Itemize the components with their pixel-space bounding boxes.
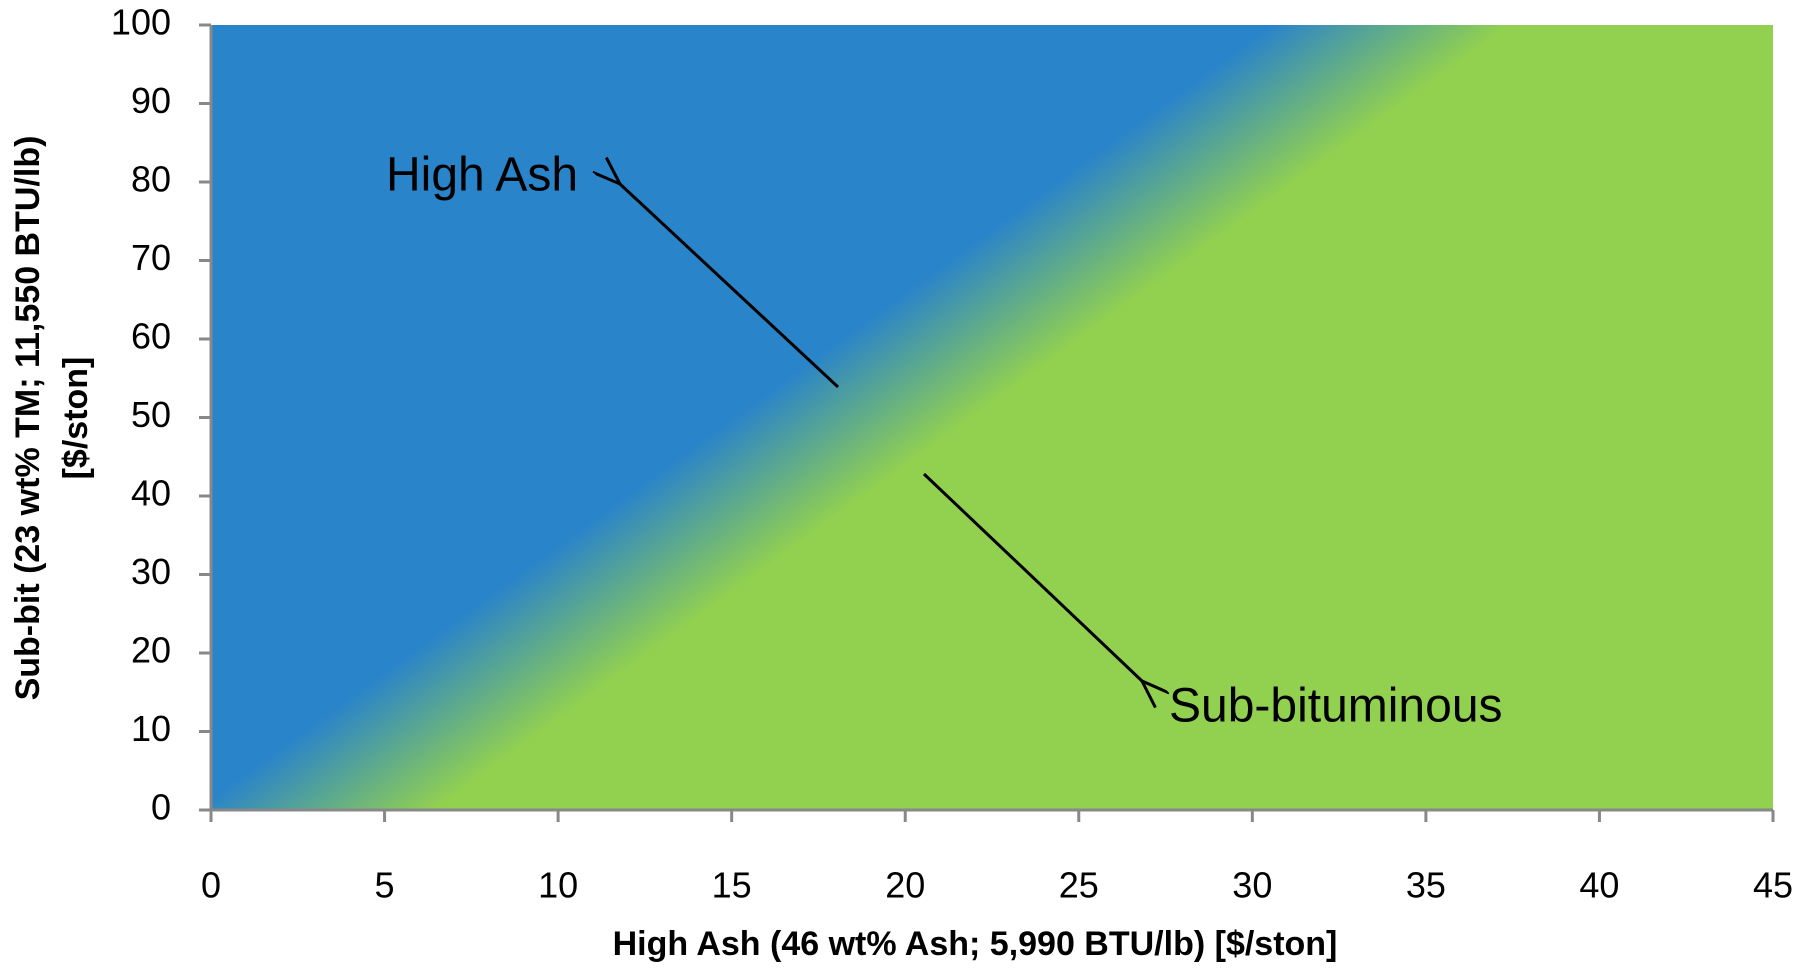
y-tick-label: 100 bbox=[111, 2, 171, 43]
x-tick-label: 25 bbox=[1059, 865, 1099, 906]
y-axis-title: [$/ston] bbox=[57, 357, 95, 480]
x-tick-label: 45 bbox=[1753, 865, 1793, 906]
x-tick-label: 5 bbox=[375, 865, 395, 906]
x-tick-label: 40 bbox=[1579, 865, 1619, 906]
y-tick-label: 40 bbox=[131, 473, 171, 514]
arrow bbox=[620, 184, 840, 389]
annotation: Sub-bituminous bbox=[1169, 680, 1503, 733]
arrow bbox=[922, 472, 1142, 681]
y-tick-label: 90 bbox=[131, 80, 171, 121]
x-tick-label: 15 bbox=[712, 865, 752, 906]
x-tick-label: 20 bbox=[885, 865, 925, 906]
y-axis-title: Sub-bit (23 wt% TM; 11,550 BTU/lb) bbox=[9, 136, 47, 701]
x-tick-label: 30 bbox=[1232, 865, 1272, 906]
y-tick-label: 30 bbox=[131, 551, 171, 592]
y-tick-label: 60 bbox=[131, 316, 171, 357]
x-axis-title: High Ash (46 wt% Ash; 5,990 BTU/lb) [$/s… bbox=[613, 925, 1338, 963]
y-tick-label: 0 bbox=[151, 787, 171, 828]
region-fill bbox=[211, 25, 1773, 810]
y-tick-label: 80 bbox=[131, 159, 171, 200]
y-tick-label: 50 bbox=[131, 394, 171, 435]
x-tick-label: 35 bbox=[1406, 865, 1446, 906]
y-tick-label: 70 bbox=[131, 237, 171, 278]
x-tick-label: 0 bbox=[201, 865, 221, 906]
annotation: High Ash bbox=[386, 149, 578, 202]
x-tick-label: 10 bbox=[538, 865, 578, 906]
y-tick-label: 10 bbox=[131, 708, 171, 749]
y-tick-label: 20 bbox=[131, 630, 171, 671]
